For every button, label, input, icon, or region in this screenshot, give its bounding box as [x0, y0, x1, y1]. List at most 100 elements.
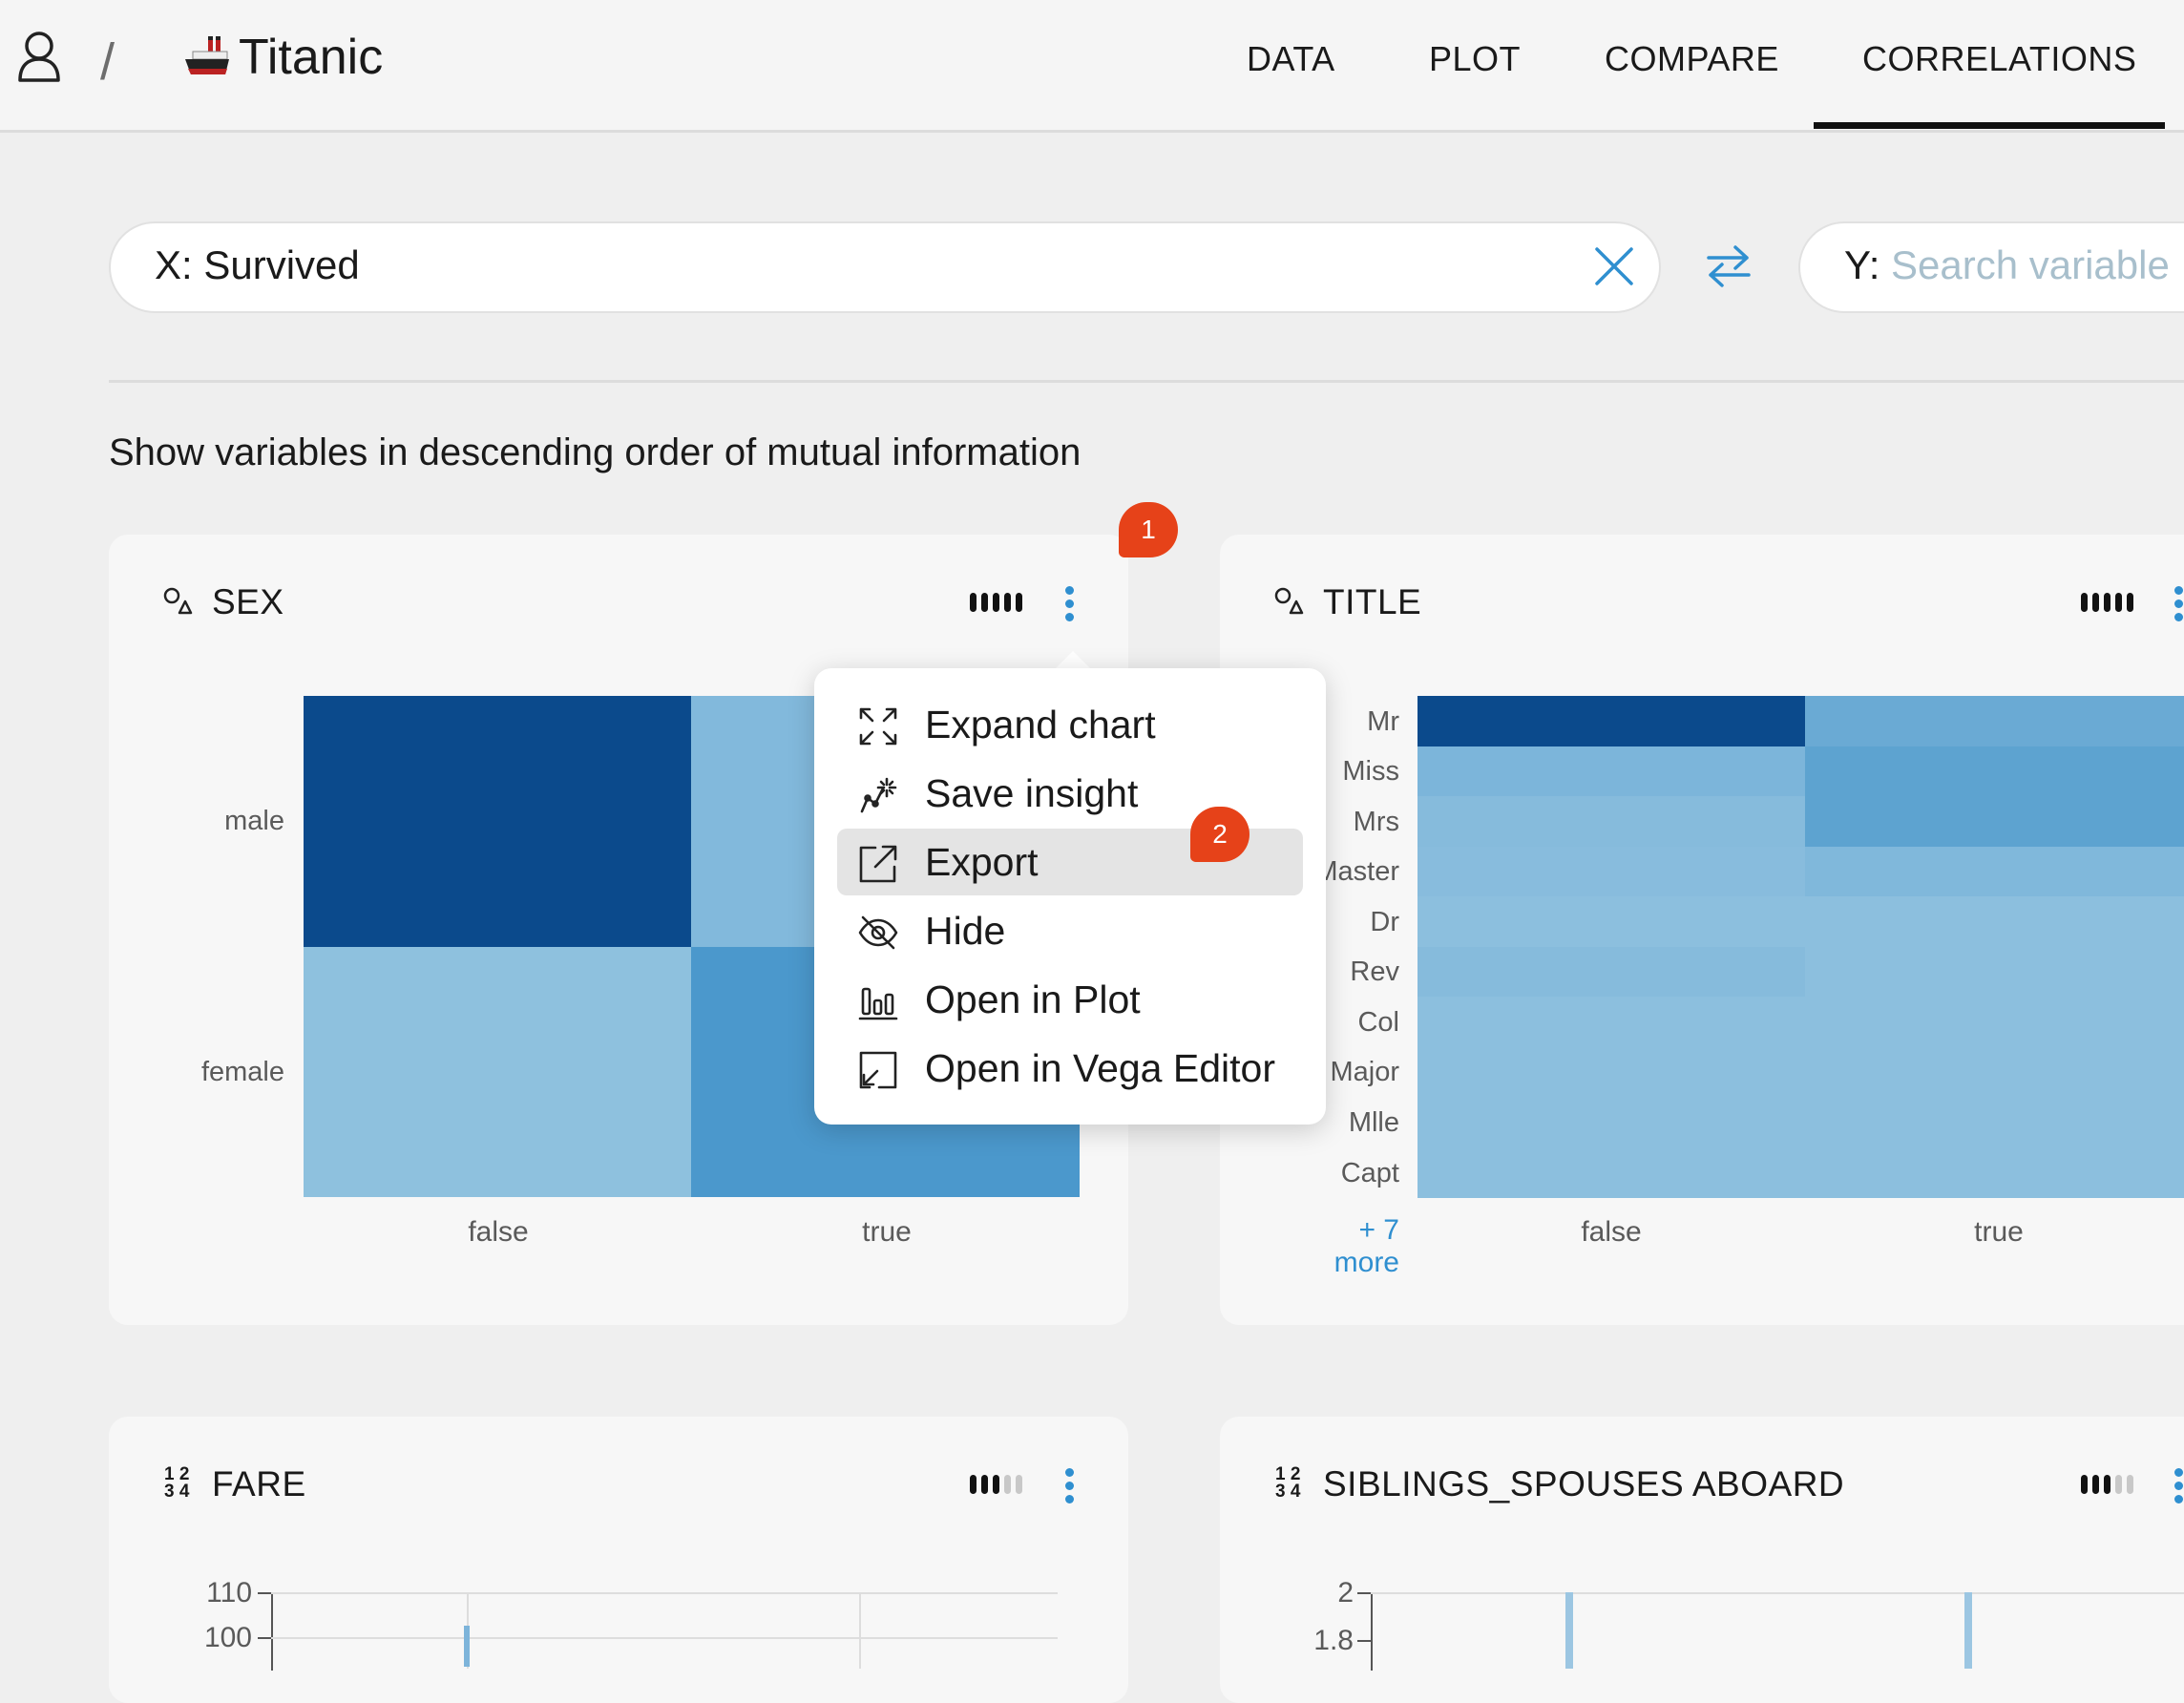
heatmap-cell [1805, 746, 2184, 797]
mutual-information-indicator [970, 1475, 1022, 1494]
tab-plot[interactable]: PLOT [1429, 39, 1522, 78]
heatmap-cell [1418, 846, 1805, 897]
gridline [859, 1592, 861, 1669]
menu-item-label: Open in Plot [925, 978, 1141, 1021]
distribution-mark [1565, 1592, 1573, 1669]
tab-correlations[interactable]: CORRELATIONS [1862, 39, 2137, 78]
menu-item-open-in-vega-editor[interactable]: Open in Vega Editor [837, 1035, 1303, 1102]
more-options-icon[interactable] [1065, 1468, 1075, 1508]
heatmap-cell [1805, 1146, 2184, 1198]
breadcrumb-separator: / [100, 33, 116, 91]
menu-item-label: Open in Vega Editor [925, 1046, 1275, 1090]
heatmap-cell [1418, 1097, 1805, 1147]
tab-data[interactable]: DATA [1247, 39, 1335, 78]
menu-item-save-insight[interactable]: Save insight [837, 760, 1303, 827]
row-label: Major [1330, 1057, 1399, 1087]
heatmap-cell [1418, 796, 1805, 847]
heatmap-cell [1805, 946, 2184, 998]
heatmap-cell [1805, 1097, 2184, 1147]
active-tab-indicator [1814, 122, 2165, 129]
y-axis [271, 1594, 273, 1671]
y-tick [258, 1637, 271, 1639]
distribution-mark [464, 1626, 470, 1667]
eye-off-icon [858, 913, 898, 953]
fare-chart-card [109, 1417, 1128, 1703]
annotation-badge: 2 [1190, 807, 1250, 862]
y-tick [258, 1592, 271, 1594]
chart-options-menu: Expand chart Save insight Export Hide [814, 668, 1326, 1125]
siblings-spouses-chart-card [1220, 1417, 2184, 1703]
y-tick-label: 1.8 [1313, 1625, 1354, 1656]
mutual-information-indicator [2081, 1475, 2133, 1494]
gridline [258, 1592, 1058, 1594]
distribution-mark [1964, 1592, 1972, 1669]
heatmap-cell [1805, 796, 2184, 847]
card-title: SIBLINGS_SPOUSES ABOARD [1323, 1464, 1845, 1503]
y-tick-label: 100 [203, 1622, 252, 1653]
row-label: Mr [1367, 706, 1399, 737]
y-axis [1371, 1594, 1373, 1671]
open-external-icon [858, 1050, 898, 1090]
row-label: Dr [1370, 907, 1399, 937]
y-search-input[interactable]: Search variable [1891, 242, 2170, 287]
heatmap-cell [304, 947, 691, 1197]
column-label: true [1974, 1216, 2024, 1248]
menu-item-label: Expand chart [925, 703, 1156, 746]
heatmap-cell [1805, 896, 2184, 947]
y-tick [1357, 1592, 1371, 1594]
y-variable-prefix: Y: [1844, 242, 1880, 287]
swap-icon[interactable] [1705, 242, 1753, 295]
ship-icon [183, 34, 231, 83]
row-label: Miss [1342, 756, 1399, 787]
heatmap-cell [1418, 896, 1805, 947]
sort-order-description: Show variables in descending order of mu… [109, 431, 1082, 473]
heatmap-cell [1418, 1146, 1805, 1198]
y-tick-label: 2 [1337, 1577, 1354, 1608]
column-label: false [468, 1216, 529, 1248]
mutual-information-indicator [970, 593, 1022, 612]
row-label: Capt [1340, 1158, 1399, 1188]
clear-icon[interactable] [1592, 244, 1636, 293]
top-nav-bar [0, 0, 2184, 133]
mutual-information-indicator [2081, 593, 2133, 612]
categorical-icon [1273, 586, 1304, 621]
menu-item-hide[interactable]: Hide [837, 897, 1303, 964]
more-options-icon[interactable] [2174, 1468, 2184, 1508]
card-title: TITLE [1323, 582, 1422, 621]
y-tick-label: 110 [206, 1577, 252, 1608]
more-options-icon[interactable] [1065, 586, 1075, 626]
expand-icon [858, 706, 898, 746]
row-label: Col [1357, 1007, 1399, 1038]
card-title: SEX [212, 582, 284, 621]
menu-item-expand-chart[interactable]: Expand chart [837, 691, 1303, 758]
more-categories-link[interactable]: + 7 more [1334, 1214, 1399, 1278]
gridline [1357, 1592, 2184, 1594]
x-variable-field[interactable] [109, 221, 1661, 313]
menu-item-open-in-plot[interactable]: Open in Plot [837, 966, 1303, 1033]
user-icon[interactable] [15, 29, 63, 89]
heatmap-cell [1805, 846, 2184, 897]
heatmap-cell [1418, 696, 1805, 746]
heatmap-cell [1805, 997, 2184, 1047]
menu-item-label: Hide [925, 909, 1006, 953]
heatmap-cell [1805, 696, 2184, 746]
sparkle-icon [858, 775, 898, 815]
heatmap-cell [1418, 997, 1805, 1047]
y-variable-search[interactable] [1798, 221, 2184, 313]
column-label: true [862, 1216, 912, 1248]
bar-chart-icon [858, 981, 898, 1021]
heatmap-cell [1805, 1046, 2184, 1098]
row-label: female [200, 1057, 284, 1087]
row-label: Mrs [1353, 807, 1399, 837]
row-label: male [224, 806, 284, 836]
row-label: Rev [1350, 957, 1399, 987]
card-title: FARE [212, 1464, 306, 1503]
app-title: Titanic [239, 30, 384, 85]
menu-caret [1056, 651, 1090, 668]
more-options-icon[interactable] [2174, 586, 2184, 626]
heatmap-cell [1418, 746, 1805, 797]
divider [109, 380, 2184, 383]
tab-compare[interactable]: COMPARE [1605, 39, 1779, 78]
heatmap-cell [304, 696, 691, 947]
